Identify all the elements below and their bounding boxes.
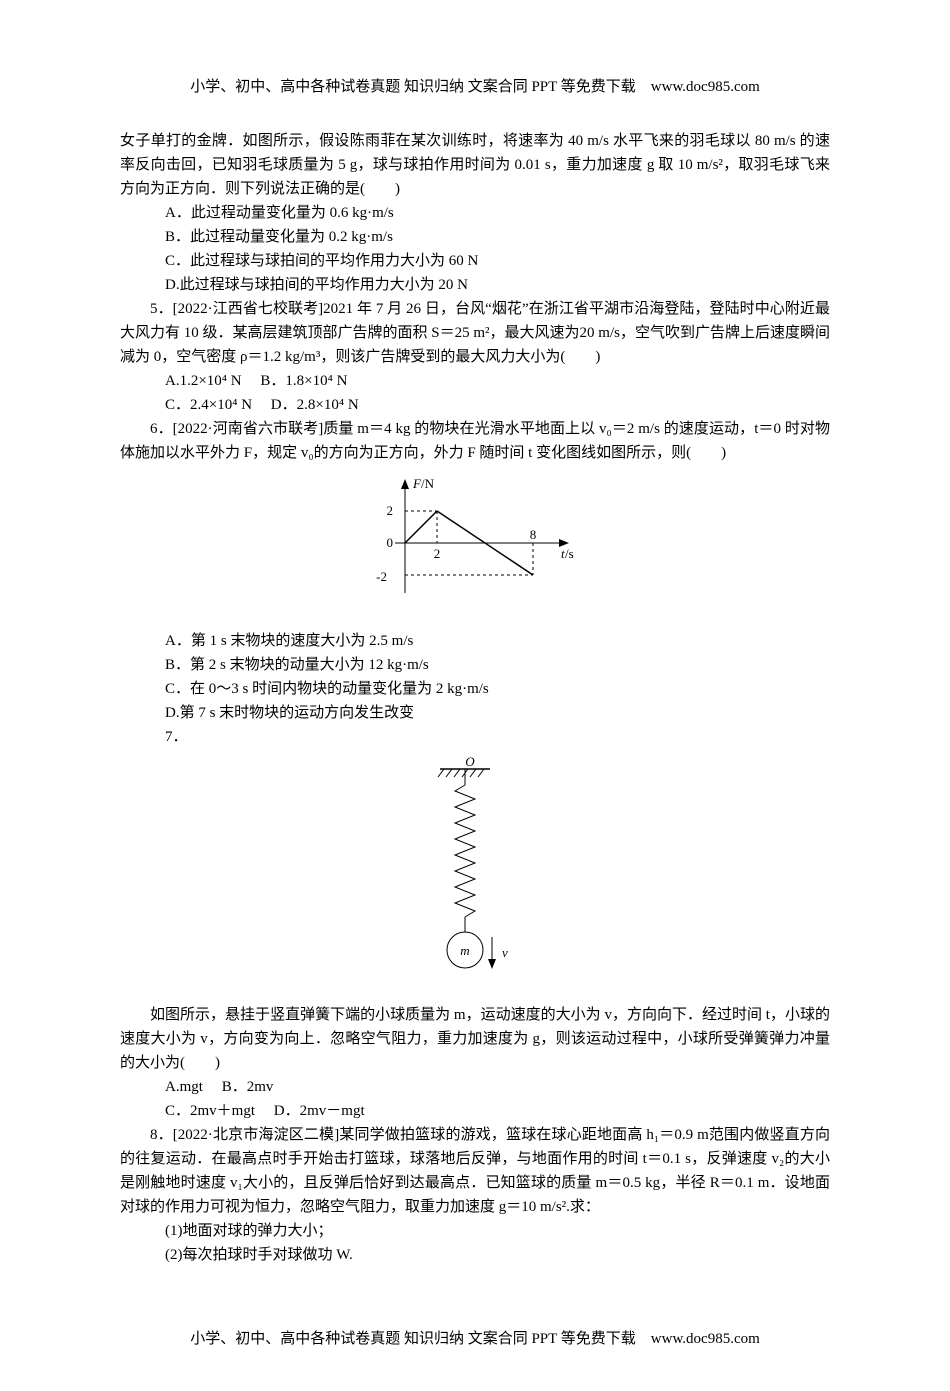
svg-text:/s: /s (565, 546, 574, 561)
q7-optC: C．2mv＋mgt (165, 1103, 255, 1119)
q6-stem: 6．[2022·河南省六市联考]质量 m＝4 kg 的物块在光滑水平地面上以 v… (120, 417, 830, 465)
q6-optA: A．第 1 s 末物块的速度大小为 2.5 m/s (120, 629, 830, 653)
q7-v-label: v (502, 945, 508, 960)
q7-optD: D．2mv－mgt (274, 1103, 365, 1119)
q7-O-label: O (465, 757, 475, 769)
q7-diagram: O m v (120, 757, 830, 995)
q7-optAB: A.mgt B．2mv (120, 1075, 830, 1099)
q5-optAB: A.1.2×10⁴ N B．1.8×10⁴ N (120, 369, 830, 393)
q8-sub1: (1)地面对球的弹力大小； (120, 1219, 830, 1243)
q4-optD: D.此过程球与球拍间的平均作用力大小为 20 N (120, 273, 830, 297)
q6-chart: 2 0 -2 2 8 F /N t /s (120, 473, 830, 621)
q5-optCD: C．2.4×10⁴ N D．2.8×10⁴ N (120, 393, 830, 417)
svg-text:0: 0 (387, 535, 394, 550)
page-header: 小学、初中、高中各种试卷真题 知识归纳 文案合同 PPT 等免费下载 www.d… (120, 75, 830, 99)
q6-optB: B．第 2 s 末物块的动量大小为 12 kg·m/s (120, 653, 830, 677)
q7-optCD: C．2mv＋mgt D．2mv－mgt (120, 1099, 830, 1123)
q7-m-label: m (460, 943, 469, 958)
q7-num: 7． (120, 725, 830, 749)
q4-optB: B．此过程动量变化量为 0.2 kg·m/s (120, 225, 830, 249)
q7-stem: 如图所示，悬挂于竖直弹簧下端的小球质量为 m，运动速度的大小为 v，方向向下．经… (120, 1003, 830, 1075)
svg-text:2: 2 (387, 503, 394, 518)
q7-optA: A.mgt (165, 1079, 203, 1095)
q7-optB: B．2mv (222, 1079, 274, 1095)
svg-text:8: 8 (530, 527, 537, 542)
q4-optA: A．此过程动量变化量为 0.6 kg·m/s (120, 201, 830, 225)
q8-stem: 8．[2022·北京市海淀区二模]某同学做拍篮球的游戏，篮球在球心距地面高 h₁… (120, 1123, 830, 1219)
svg-text:-2: -2 (376, 569, 387, 584)
q4-intro: 女子单打的金牌．如图所示，假设陈雨菲在某次训练时，将速率为 40 m/s 水平飞… (120, 129, 830, 201)
q5-stem: 5．[2022·江西省七校联考]2021 年 7 月 26 日，台风“烟花”在浙… (120, 297, 830, 369)
q5-optB: B．1.8×10⁴ N (260, 373, 347, 389)
q6-optC: C．在 0～3 s 时间内物块的动量变化量为 2 kg·m/s (120, 677, 830, 701)
q8-sub2: (2)每次拍球时手对球做功 W. (120, 1243, 830, 1267)
svg-text:/N: /N (421, 476, 435, 491)
page-footer: 小学、初中、高中各种试卷真题 知识归纳 文案合同 PPT 等免费下载 www.d… (120, 1327, 830, 1351)
q5-optC: C．2.4×10⁴ N (165, 397, 252, 413)
q5-optD: D．2.8×10⁴ N (271, 397, 359, 413)
svg-text:2: 2 (434, 546, 441, 561)
q6-optD: D.第 7 s 末时物块的运动方向发生改变 (120, 701, 830, 725)
q4-optC: C．此过程球与球拍间的平均作用力大小为 60 N (120, 249, 830, 273)
q5-optA: A.1.2×10⁴ N (165, 373, 242, 389)
